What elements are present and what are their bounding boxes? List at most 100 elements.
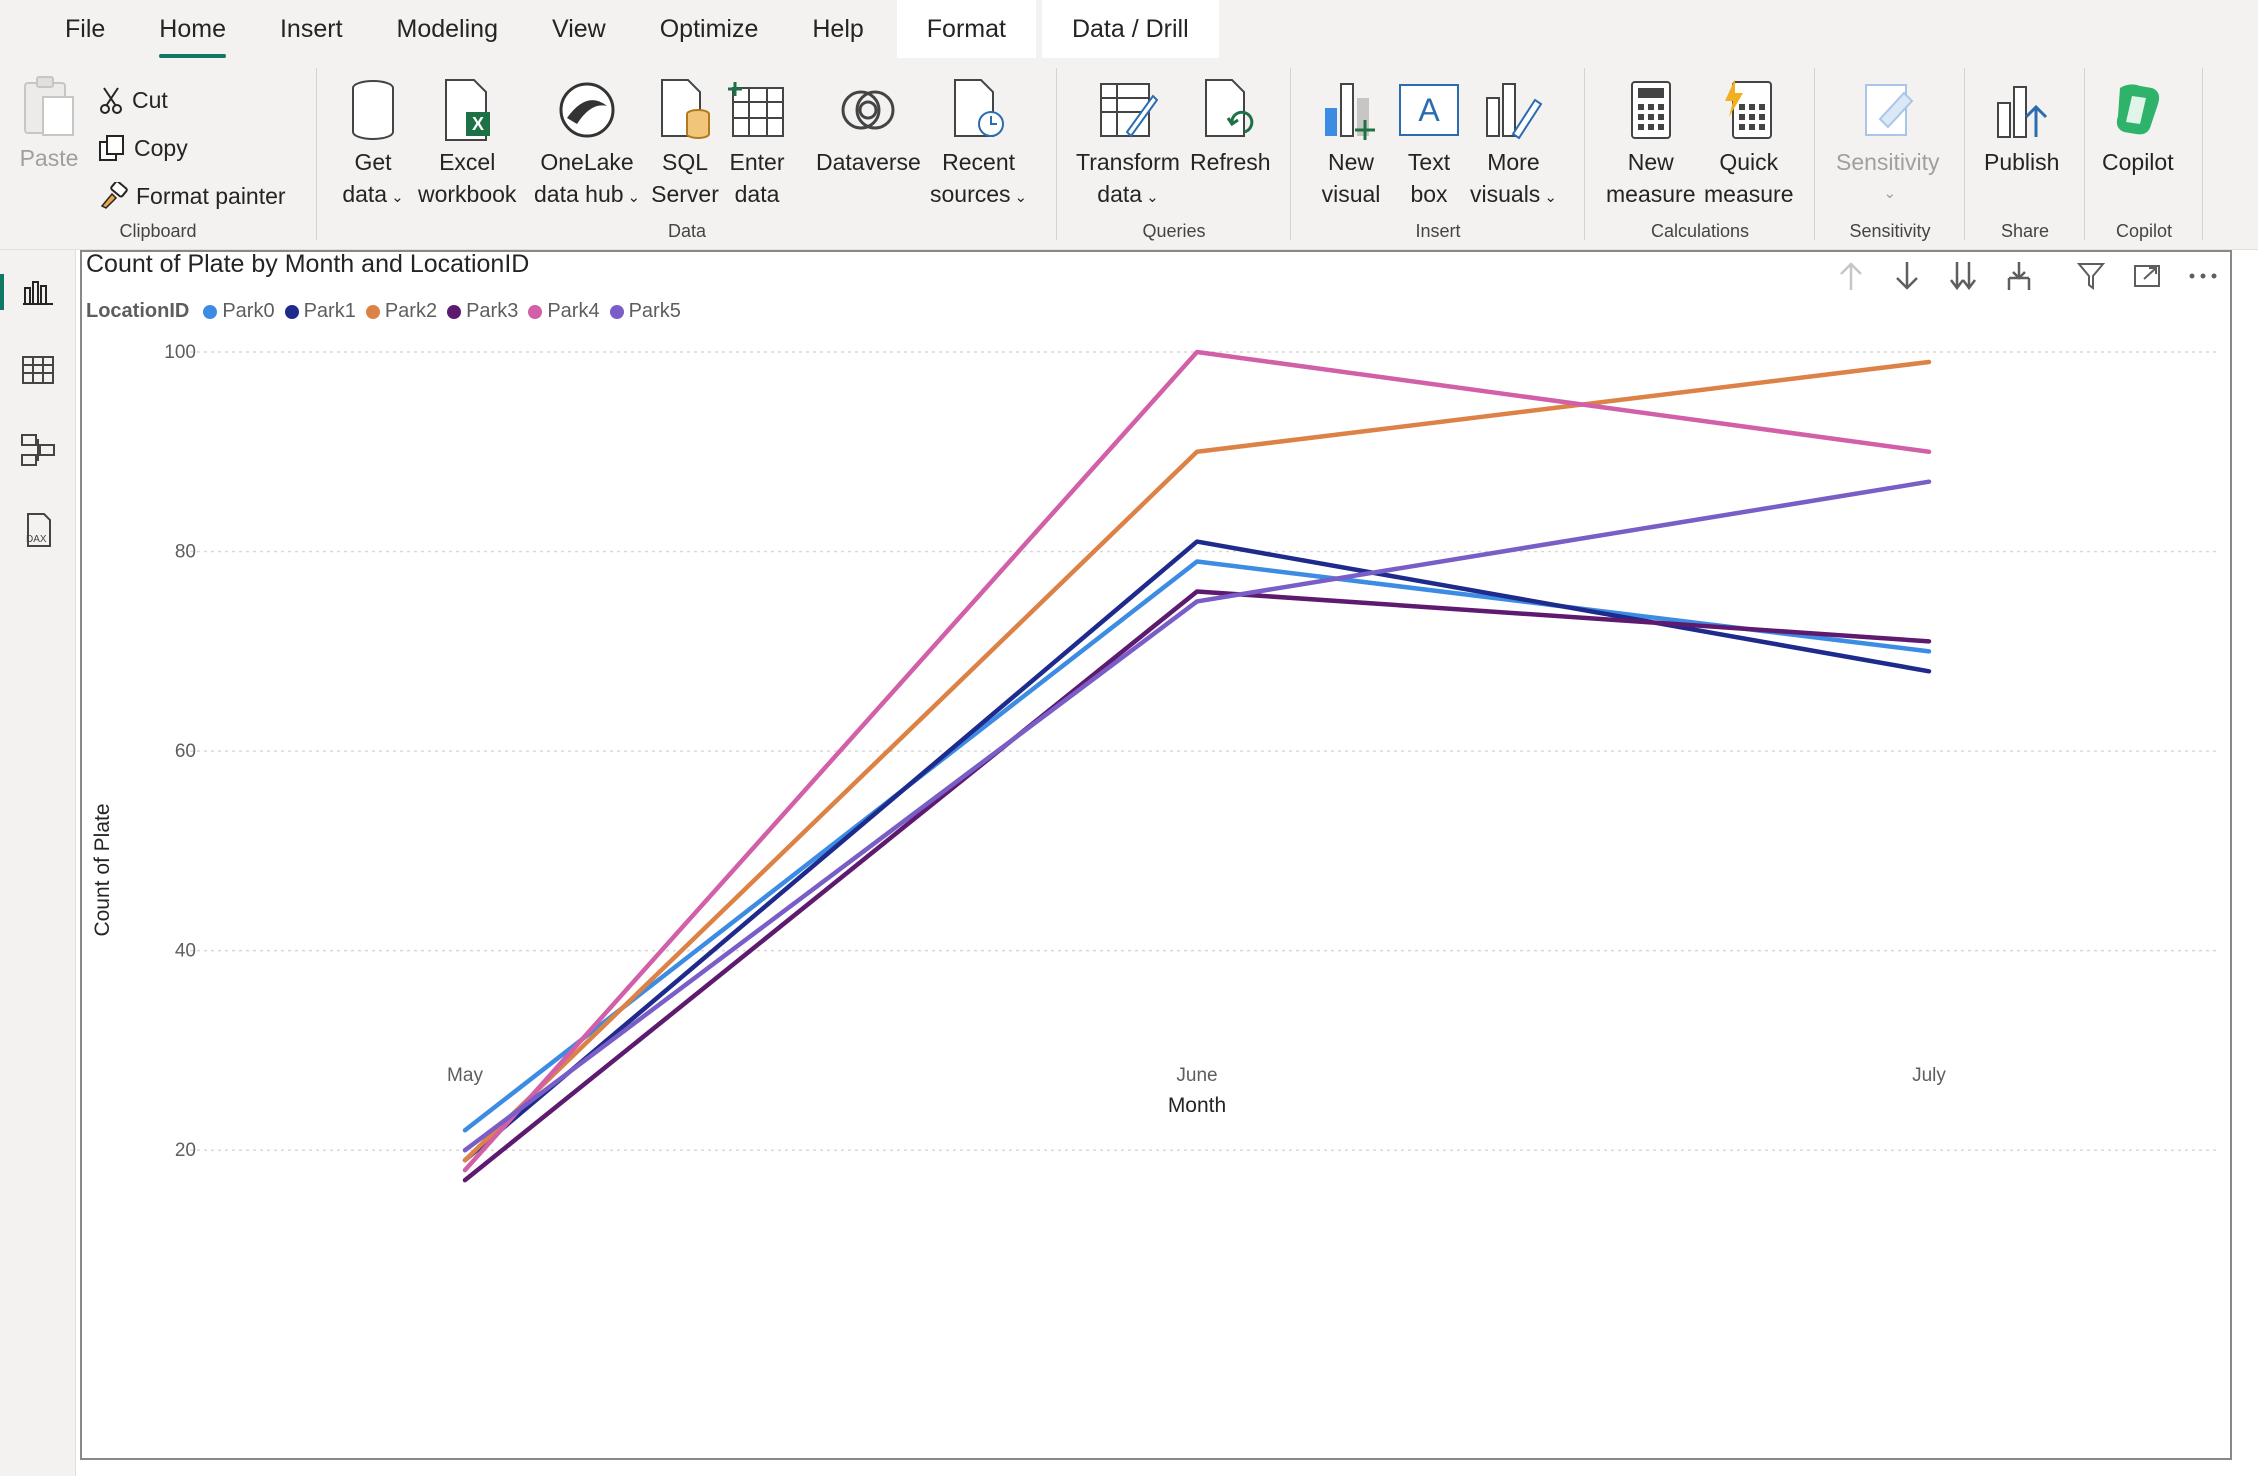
insert-label: Insert xyxy=(1415,221,1461,241)
legend-item[interactable]: Park3 xyxy=(447,300,518,323)
separator xyxy=(316,68,317,240)
line-chart: 20 40 60 80 100 May June July Month Count of Plat… xyxy=(91,342,2220,1183)
legend-item[interactable]: Park1 xyxy=(284,300,356,323)
separator xyxy=(1056,68,1057,240)
onelake-icon xyxy=(552,76,622,144)
tab-optimize[interactable]: Optimize xyxy=(659,15,759,43)
y-tick-label: 100 xyxy=(164,342,196,363)
legend-dot xyxy=(528,304,543,319)
more-visuals-button[interactable]: More visuals ⌄ xyxy=(1470,76,1557,214)
model-view-icon[interactable] xyxy=(16,428,60,472)
sensitivity-button[interactable]: Sensitivity ⌄ xyxy=(1836,76,1940,210)
tab-view[interactable]: View xyxy=(551,15,606,43)
filters-pane-collapsed[interactable] xyxy=(2232,250,2258,1476)
tab-modeling[interactable]: Modeling xyxy=(396,15,498,43)
refresh-icon xyxy=(1195,76,1265,144)
share-group: Publish Share xyxy=(1966,66,2084,246)
table-view-icon[interactable] xyxy=(16,348,60,392)
series-line-park4 xyxy=(462,349,1932,1173)
more-options-icon[interactable] xyxy=(2185,258,2221,294)
separator xyxy=(1584,68,1585,240)
drill-up-icon[interactable] xyxy=(1833,258,1869,294)
tab-help[interactable]: Help xyxy=(812,15,864,43)
y-tick-label: 60 xyxy=(175,741,196,762)
legend-dot xyxy=(284,304,299,319)
enter-data-button[interactable]: Enter data xyxy=(722,76,792,210)
copilot-button[interactable]: Copilot xyxy=(2102,76,2174,178)
drill-down-icon[interactable] xyxy=(1889,258,1925,294)
more-visuals-icon xyxy=(1478,76,1548,144)
legend-item[interactable]: Park4 xyxy=(528,300,600,323)
separator xyxy=(1290,68,1291,240)
ribbon: Paste Cut Copy Format painter Clipboard … xyxy=(0,58,2258,250)
excel-workbook-button[interactable]: X Excel workbook xyxy=(418,76,516,210)
chevron-down-icon: ⌄ xyxy=(1544,189,1557,206)
y-tick-label: 40 xyxy=(175,941,196,962)
quick-measure-button[interactable]: Quick measure xyxy=(1704,76,1793,210)
quick-measure-icon xyxy=(1714,76,1784,144)
x-axis-title: Month xyxy=(1168,1094,1226,1117)
tab-format[interactable]: Format xyxy=(896,0,1036,58)
new-visual-button[interactable]: New visual xyxy=(1316,76,1386,210)
excel-icon: X xyxy=(432,76,502,144)
chevron-down-icon: ⌄ xyxy=(1014,189,1028,206)
database-icon xyxy=(338,76,408,144)
chart-legend: LocationID Park0 Park1 Park2 Park3 Park4… xyxy=(86,300,691,323)
legend-item[interactable]: Park5 xyxy=(609,300,681,323)
legend-item[interactable]: Park0 xyxy=(203,300,275,323)
transform-data-button[interactable]: Transform data ⌄ xyxy=(1076,76,1180,214)
y-tick-label: 20 xyxy=(175,1140,196,1161)
legend-dot xyxy=(203,304,218,319)
series-line-park1 xyxy=(462,539,1932,1163)
tab-file[interactable]: File xyxy=(65,15,106,43)
onelake-data-hub-button[interactable]: OneLake data hub ⌄ xyxy=(534,76,640,214)
separator xyxy=(2202,68,2203,240)
copy-button[interactable]: Copy xyxy=(98,134,188,162)
dax-query-view-icon[interactable]: DAX xyxy=(16,508,60,552)
y-tick-label: 80 xyxy=(175,542,196,563)
line-chart-visual[interactable] xyxy=(80,250,2232,1460)
sql-server-icon xyxy=(650,76,720,144)
chevron-down-icon: ⌄ xyxy=(627,189,641,206)
separator xyxy=(1964,68,1965,240)
menu-bar: File Home Insert Modeling View Optimize … xyxy=(0,0,2258,58)
refresh-button[interactable]: Refresh xyxy=(1190,76,1271,178)
svg-text:X: X xyxy=(472,114,484,134)
legend-item[interactable]: Park2 xyxy=(365,300,437,323)
tab-data-drill[interactable]: Data / Drill xyxy=(1041,0,1219,58)
report-view-icon[interactable] xyxy=(0,270,60,314)
clipboard-group: Paste Cut Copy Format painter Clipboard xyxy=(0,66,316,246)
cut-button[interactable]: Cut xyxy=(98,86,168,114)
tab-home[interactable]: Home xyxy=(132,0,253,58)
svg-text:A: A xyxy=(1418,92,1440,128)
paste-button[interactable]: Paste xyxy=(14,72,84,174)
dataverse-icon xyxy=(833,76,903,144)
new-measure-button[interactable]: New measure xyxy=(1606,76,1695,210)
go-to-next-level-icon[interactable] xyxy=(1945,258,1981,294)
y-axis-title: Count of Plate xyxy=(91,803,114,936)
clipboard-label: Clipboard xyxy=(119,221,197,241)
series-line-park5 xyxy=(462,479,1932,1153)
sensitivity-label-icon xyxy=(1853,76,1923,144)
sensitivity-label: Sensitivity xyxy=(1849,221,1931,241)
publish-button[interactable]: Publish xyxy=(1984,76,2059,178)
recent-sources-button[interactable]: Recent sources ⌄ xyxy=(930,76,1027,214)
format-painter-button[interactable]: Format painter xyxy=(98,182,286,210)
scissors-icon xyxy=(100,87,122,114)
get-data-button[interactable]: Get data ⌄ xyxy=(338,76,408,214)
expand-hierarchy-icon[interactable] xyxy=(2001,258,2037,294)
insert-group: New visual A Text box More visuals ⌄ Inse… xyxy=(1292,66,1584,246)
sql-server-button[interactable]: SQL Server xyxy=(650,76,720,210)
legend-dot xyxy=(609,304,624,319)
legend-dot xyxy=(447,304,462,319)
x-tick-label: June xyxy=(1176,1065,1217,1086)
text-box-button[interactable]: A Text box xyxy=(1394,76,1464,210)
publish-icon xyxy=(1987,76,2057,144)
visual-title: Count of Plate by Month and LocationID xyxy=(86,250,530,278)
tab-insert[interactable]: Insert xyxy=(279,15,343,43)
share-label: Share xyxy=(2000,221,2050,241)
filter-icon[interactable] xyxy=(2073,258,2109,294)
dataverse-button[interactable]: Dataverse xyxy=(816,76,921,178)
focus-mode-icon[interactable] xyxy=(2129,258,2165,294)
copy-icon xyxy=(99,135,124,161)
